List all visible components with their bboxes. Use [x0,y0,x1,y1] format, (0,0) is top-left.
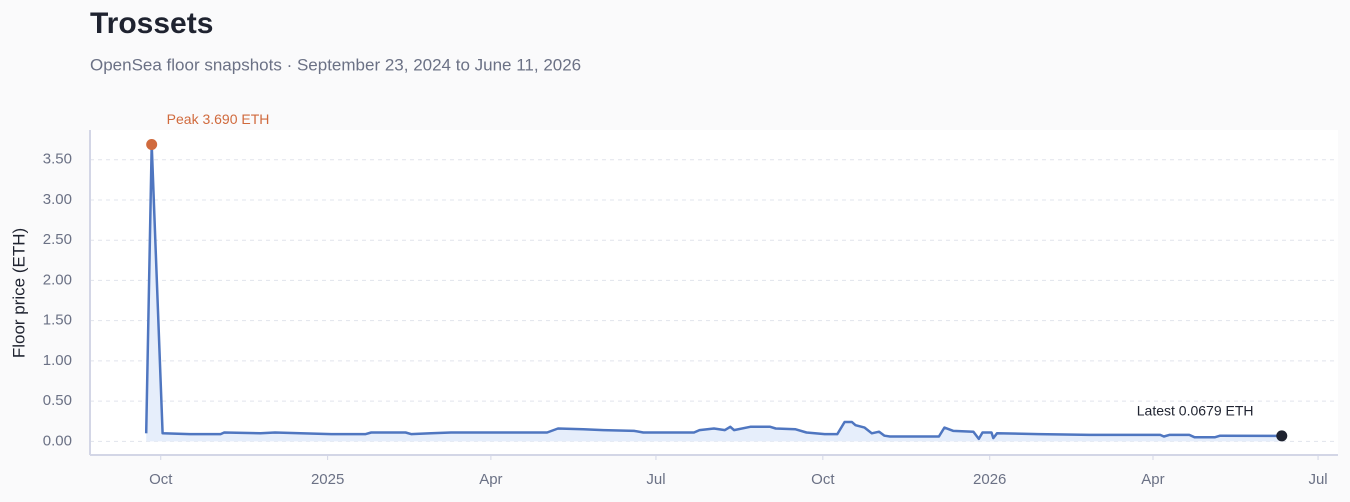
y-tick-label: 3.00 [43,191,72,208]
x-tick-label: Apr [1141,471,1164,488]
line [144,143,1282,441]
x-tick-label: Jul [1308,471,1327,488]
y-tick-label: 2.50 [43,231,72,248]
annotation-point [1276,430,1288,442]
chart-title: Trossets [90,7,213,40]
x-tick-label: Oct [149,471,173,488]
y-tick-label: 1.50 [43,312,72,329]
y-tick-label: 0.50 [43,392,72,409]
annotation-label: Peak 3.690 ETH [167,111,270,127]
x-tick-label: Jul [646,471,665,488]
y-tick-label: 0.00 [43,432,72,449]
y-tick-label: 2.00 [43,271,72,288]
x-tick-label: 2026 [973,471,1006,488]
x-tick-label: Oct [811,471,835,488]
y-axis-label: Floor price (ETH) [9,228,28,358]
annotation-point [146,138,158,150]
annotation-label: Latest 0.0679 ETH [1137,403,1254,419]
x-tick-label: 2025 [311,471,344,488]
x-tick-label: Apr [479,471,502,488]
chart-subtitle: OpenSea floor snapshots · September 23, … [90,55,581,74]
y-tick-label: 3.50 [43,151,72,168]
y-tick-label: 1.00 [43,352,72,369]
